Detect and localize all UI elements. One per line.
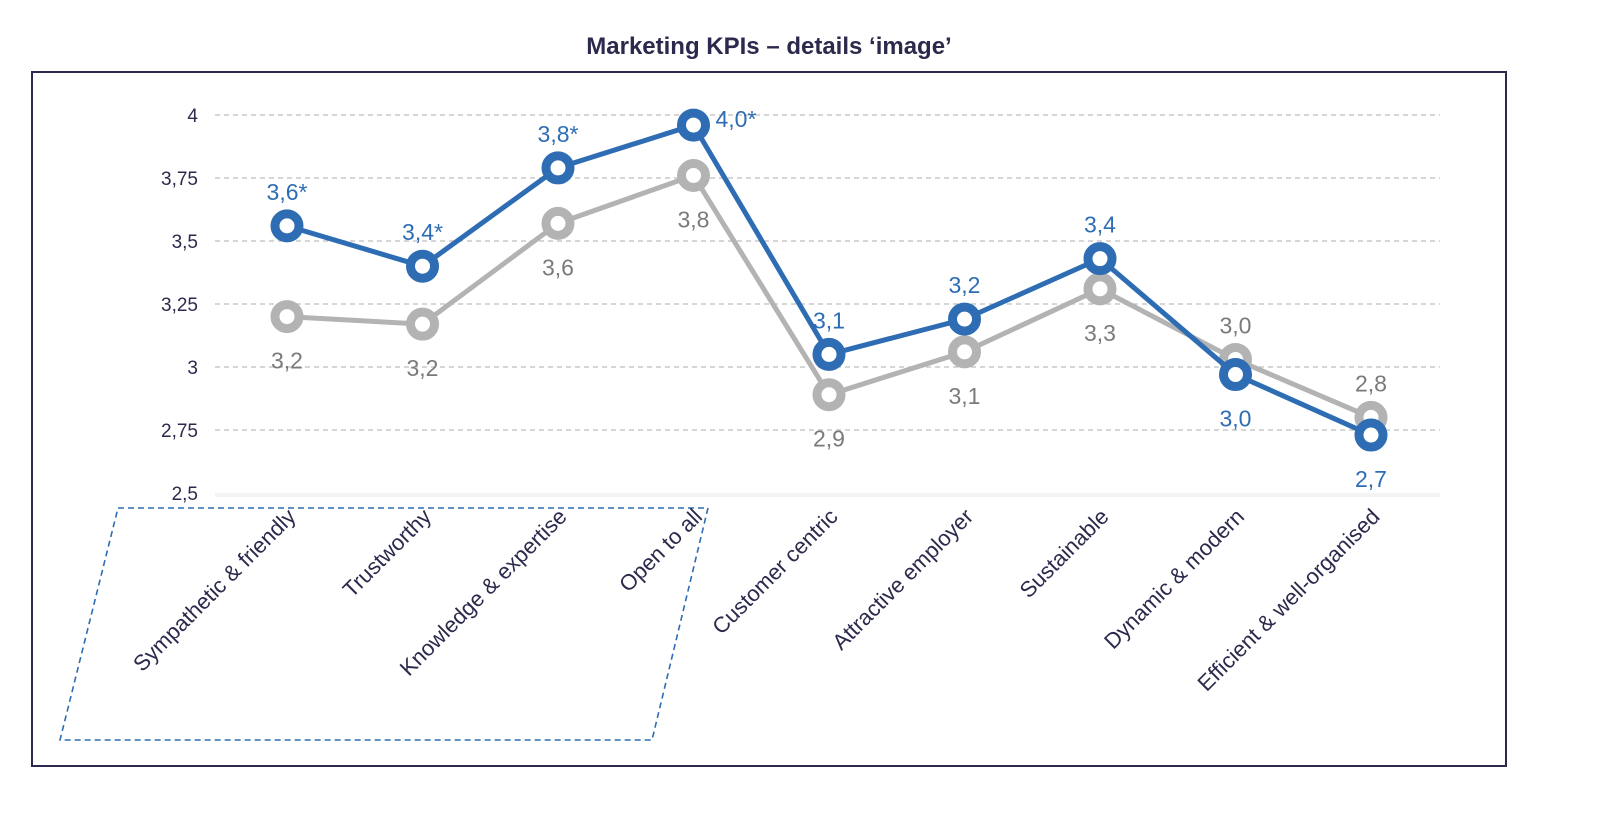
data-label: 2,9	[813, 426, 845, 452]
data-label: 3,0	[1220, 312, 1252, 338]
x-tick-label: Dynamic & modern	[1099, 504, 1249, 654]
series-1: 3,6* 3,4* 3,8* 4,0* 3,1 3,2 3,4 3,0 2,7	[267, 106, 1388, 492]
data-label: 3,8	[678, 206, 710, 232]
x-tick-label: Customer centric	[707, 504, 842, 639]
data-point	[406, 249, 439, 283]
data-label: 3,8*	[538, 121, 579, 147]
data-label: 3,4*	[402, 219, 443, 245]
data-label: 3,6*	[267, 179, 308, 205]
y-tick-label: 3,75	[161, 169, 198, 190]
data-point	[270, 300, 304, 334]
plot-baseline	[215, 493, 1440, 497]
data-label: 3,3	[1084, 320, 1116, 346]
data-label: 3,2	[271, 348, 303, 374]
x-tick-label: Sympathetic & friendly	[128, 504, 300, 676]
data-label: 2,8	[1355, 370, 1387, 396]
data-point	[1354, 418, 1388, 452]
data-label: 3,0	[1220, 406, 1252, 432]
data-point	[541, 206, 575, 240]
x-tick-label: Open to all	[614, 504, 707, 597]
data-label: 2,7	[1355, 466, 1387, 492]
x-tick-label: Trustworthy	[338, 504, 436, 602]
data-point	[541, 151, 575, 185]
data-label: 3,1	[813, 307, 845, 333]
data-label: 3,1	[949, 383, 981, 409]
data-point	[677, 108, 710, 142]
data-label: 3,6	[542, 254, 574, 280]
data-point	[812, 337, 846, 371]
data-point	[1219, 358, 1252, 392]
data-label: 4,0*	[716, 106, 757, 132]
x-tick-label: Attractive employer	[827, 504, 978, 655]
data-point	[1083, 242, 1117, 276]
y-tick-label: 3,25	[161, 295, 198, 316]
data-point	[406, 307, 439, 341]
x-tick-label: Sustainable	[1015, 504, 1114, 603]
data-label: 3,4	[1084, 212, 1116, 238]
data-label: 3,2	[949, 272, 981, 298]
data-point	[1083, 272, 1117, 306]
chart-title: Marketing KPIs – details ‘image’	[586, 33, 951, 60]
highlight-box	[58, 507, 710, 741]
data-point	[677, 158, 710, 192]
y-tick-label: 2,5	[172, 484, 198, 505]
data-point	[270, 209, 304, 243]
y-tick-label: 3,5	[172, 232, 198, 253]
y-tick-label: 4	[187, 106, 198, 127]
data-label: 3,2	[407, 355, 439, 381]
data-point	[948, 335, 981, 369]
chart-frame	[31, 71, 1507, 767]
y-tick-label: 2,75	[161, 421, 198, 442]
data-point	[948, 302, 981, 336]
data-point	[812, 378, 846, 412]
series-0: 3,2 3,2 3,6 3,8 2,9 3,1 3,3 3,0 2,8	[270, 158, 1388, 452]
y-tick-label: 3	[187, 358, 198, 379]
